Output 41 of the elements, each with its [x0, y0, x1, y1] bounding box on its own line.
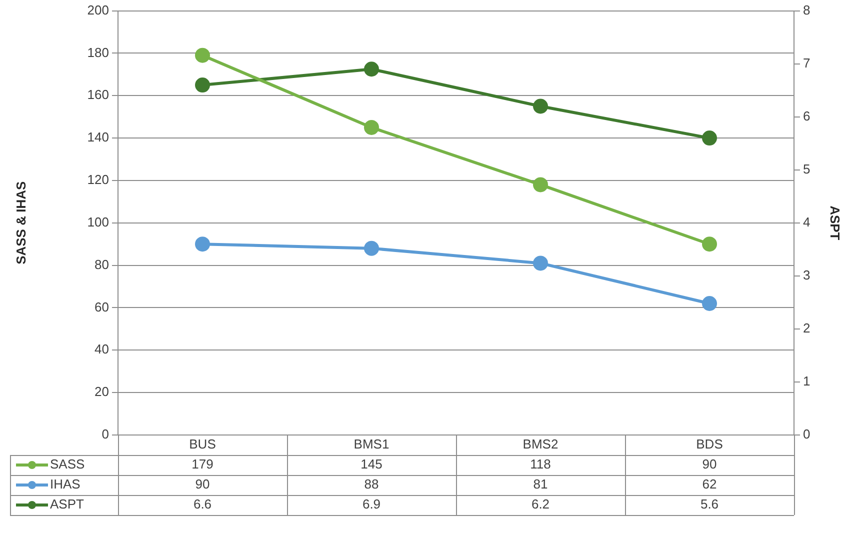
y-tick-label: 180	[87, 44, 109, 60]
y2-tick-label: 5	[803, 161, 810, 176]
y2-tick-label: 3	[803, 268, 810, 283]
y-tick-label: 20	[94, 384, 109, 400]
y2-tick-label: 0	[803, 426, 810, 442]
y-tick-label: 140	[87, 130, 109, 145]
y-tick-label: 120	[87, 172, 109, 188]
data-label: 118	[530, 456, 551, 472]
y2-tick-label: 6	[803, 108, 810, 124]
data-label: 6.2	[531, 496, 550, 512]
data-label: 6.6	[193, 496, 212, 512]
data-label: 90	[195, 476, 210, 492]
y-tick-label: 40	[94, 342, 109, 357]
y2-tick-label: 8	[803, 2, 810, 18]
y2-axis-title: ASPT	[828, 206, 843, 240]
data-label: 5.6	[700, 496, 719, 512]
data-label: 6.9	[362, 496, 381, 512]
x-tick-label: BMS1	[354, 436, 390, 452]
data-label: 145	[360, 456, 382, 472]
y-tick-label: 80	[94, 256, 109, 272]
y2-tick-label: 7	[803, 55, 810, 70]
x-tick-label: BUS	[189, 436, 216, 452]
legend-label: IHAS	[50, 476, 81, 492]
data-label: 62	[702, 476, 717, 492]
legend-label: SASS	[50, 456, 86, 472]
x-tick-label: BMS2	[522, 436, 558, 452]
data-label: 88	[364, 476, 379, 492]
y2-tick-label: 4	[803, 214, 810, 230]
data-label: 90	[702, 456, 717, 472]
data-label: 81	[533, 476, 548, 492]
data-label: 179	[192, 456, 214, 472]
y-tick-label: 100	[87, 214, 109, 230]
y-tick-label: 200	[87, 2, 109, 18]
y-tick-label: 160	[87, 87, 109, 102]
y-axis-title: SASS & IHAS	[13, 181, 28, 264]
x-tick-label: BDS	[696, 436, 724, 452]
y-tick-label: 0	[102, 426, 109, 442]
legend-label: ASPT	[50, 496, 84, 512]
y2-tick-label: 2	[803, 320, 810, 336]
y-tick-label: 60	[94, 299, 109, 314]
y2-tick-label: 1	[803, 374, 810, 389]
